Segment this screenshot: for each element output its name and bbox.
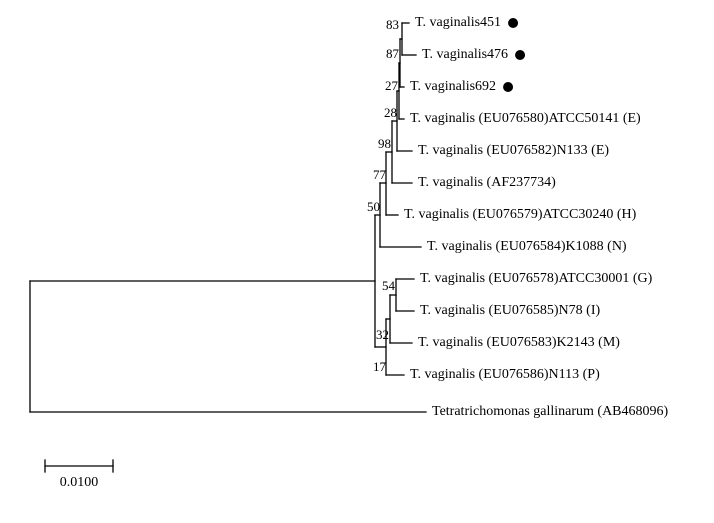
leaf-label: T. vaginalis (AF237734) [418, 175, 556, 190]
leaf-label: T. vaginalis (EU076584)K1088 (N) [427, 239, 627, 254]
bootstrap-value: 54 [382, 278, 396, 293]
bootstrap-value: 28 [384, 105, 397, 120]
bootstrap-value: 77 [373, 167, 387, 182]
leaf-label: T. vaginalis (EU076580)ATCC50141 (E) [410, 111, 641, 126]
leaf-label: T. vaginalis476 [422, 47, 508, 62]
bootstrap-value: 27 [385, 78, 399, 93]
sample-marker-icon [503, 82, 513, 92]
leaf-label: T. vaginalis (EU076579)ATCC30240 (H) [404, 207, 637, 222]
bootstrap-value: 17 [373, 359, 387, 374]
leaf-label: T. vaginalis692 [410, 79, 496, 94]
bootstrap-value: 87 [386, 46, 400, 61]
bootstrap-value: 50 [367, 199, 380, 214]
bootstrap-value: 32 [376, 327, 389, 342]
leaf-label: T. vaginalis451 [415, 15, 501, 30]
scale-bar-label: 0.0100 [60, 475, 99, 490]
bootstrap-value: 83 [386, 17, 399, 32]
leaf-label: T. vaginalis (EU076586)N113 (P) [410, 367, 600, 382]
leaf-label: T. vaginalis (EU076578)ATCC30001 (G) [420, 271, 653, 286]
leaf-label: Tetratrichomonas gallinarum (AB468096) [432, 404, 669, 419]
leaf-label: T. vaginalis (EU076582)N133 (E) [418, 143, 609, 158]
sample-marker-icon [508, 18, 518, 28]
sample-marker-icon [515, 50, 525, 60]
phylogenetic-tree: T. vaginalis451 T. vaginalis476 T. vaginal… [0, 0, 714, 523]
leaf-label: T. vaginalis (EU076585)N78 (I) [420, 303, 600, 318]
bootstrap-value: 98 [378, 136, 391, 151]
leaf-label: T. vaginalis (EU076583)K2143 (M) [418, 335, 620, 350]
